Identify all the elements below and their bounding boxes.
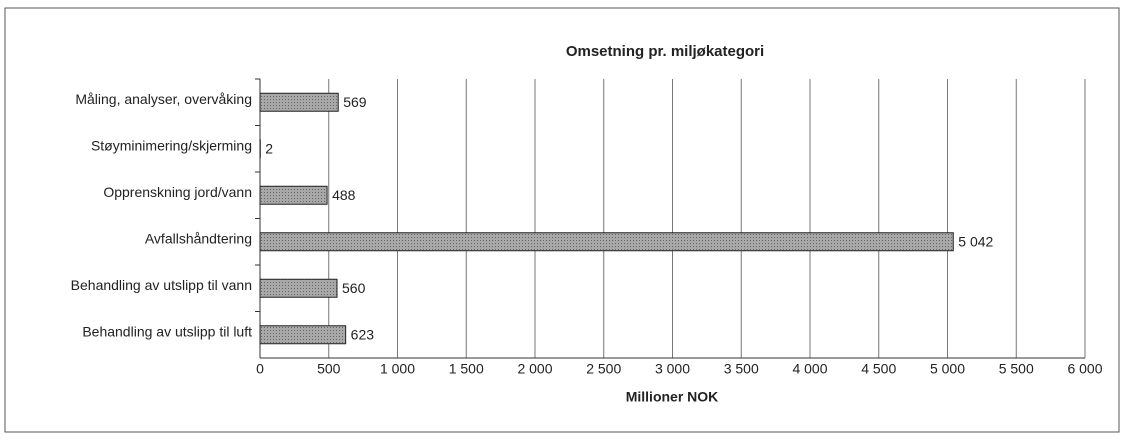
x-tick-label: 5 500 (999, 361, 1034, 377)
y-tick-label: Behandling av utslipp til luft (82, 323, 252, 339)
x-axis-title: Millioner NOK (626, 389, 719, 405)
x-tick-label: 4 000 (792, 361, 827, 377)
bar (259, 185, 328, 205)
value-label: 2 (265, 140, 273, 156)
x-tick-label: 3 500 (724, 361, 759, 377)
value-label: 488 (332, 187, 356, 203)
bar (259, 232, 954, 252)
value-label: 5 042 (958, 233, 993, 249)
x-tick-label: 500 (317, 361, 341, 377)
x-tick-label: 1 000 (380, 361, 415, 377)
value-label: 623 (351, 326, 375, 342)
y-tick-label: Avfallshåndtering (145, 230, 252, 246)
bar (259, 92, 339, 112)
x-tick-label: 2 000 (517, 361, 552, 377)
y-tick-label: Måling, analyser, overvåking (75, 91, 252, 107)
x-tick-label: 6 000 (1067, 361, 1102, 377)
frame (4, 7, 1120, 433)
x-tick-label: 5 000 (930, 361, 965, 377)
x-tick-label: 3 000 (655, 361, 690, 377)
y-tick-label: Støyminimering/skjerming (91, 137, 252, 153)
bar (259, 325, 347, 345)
x-tick-label: 4 500 (861, 361, 896, 377)
bar (259, 278, 338, 298)
x-tick-label: 0 (256, 361, 264, 377)
chart-title: Omsetning pr. miljøkategori (566, 43, 764, 60)
x-tick-label: 2 500 (586, 361, 621, 377)
value-label: 560 (342, 280, 366, 296)
y-tick-label: Opprenskning jord/vann (103, 184, 252, 200)
y-tick-label: Behandling av utslipp til vann (71, 277, 252, 293)
value-label: 569 (343, 94, 367, 110)
x-tick-label: 1 500 (449, 361, 484, 377)
